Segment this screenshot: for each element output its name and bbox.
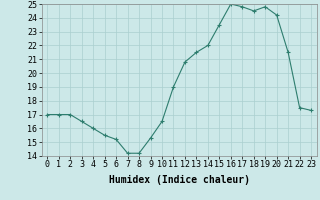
X-axis label: Humidex (Indice chaleur): Humidex (Indice chaleur) [109,175,250,185]
